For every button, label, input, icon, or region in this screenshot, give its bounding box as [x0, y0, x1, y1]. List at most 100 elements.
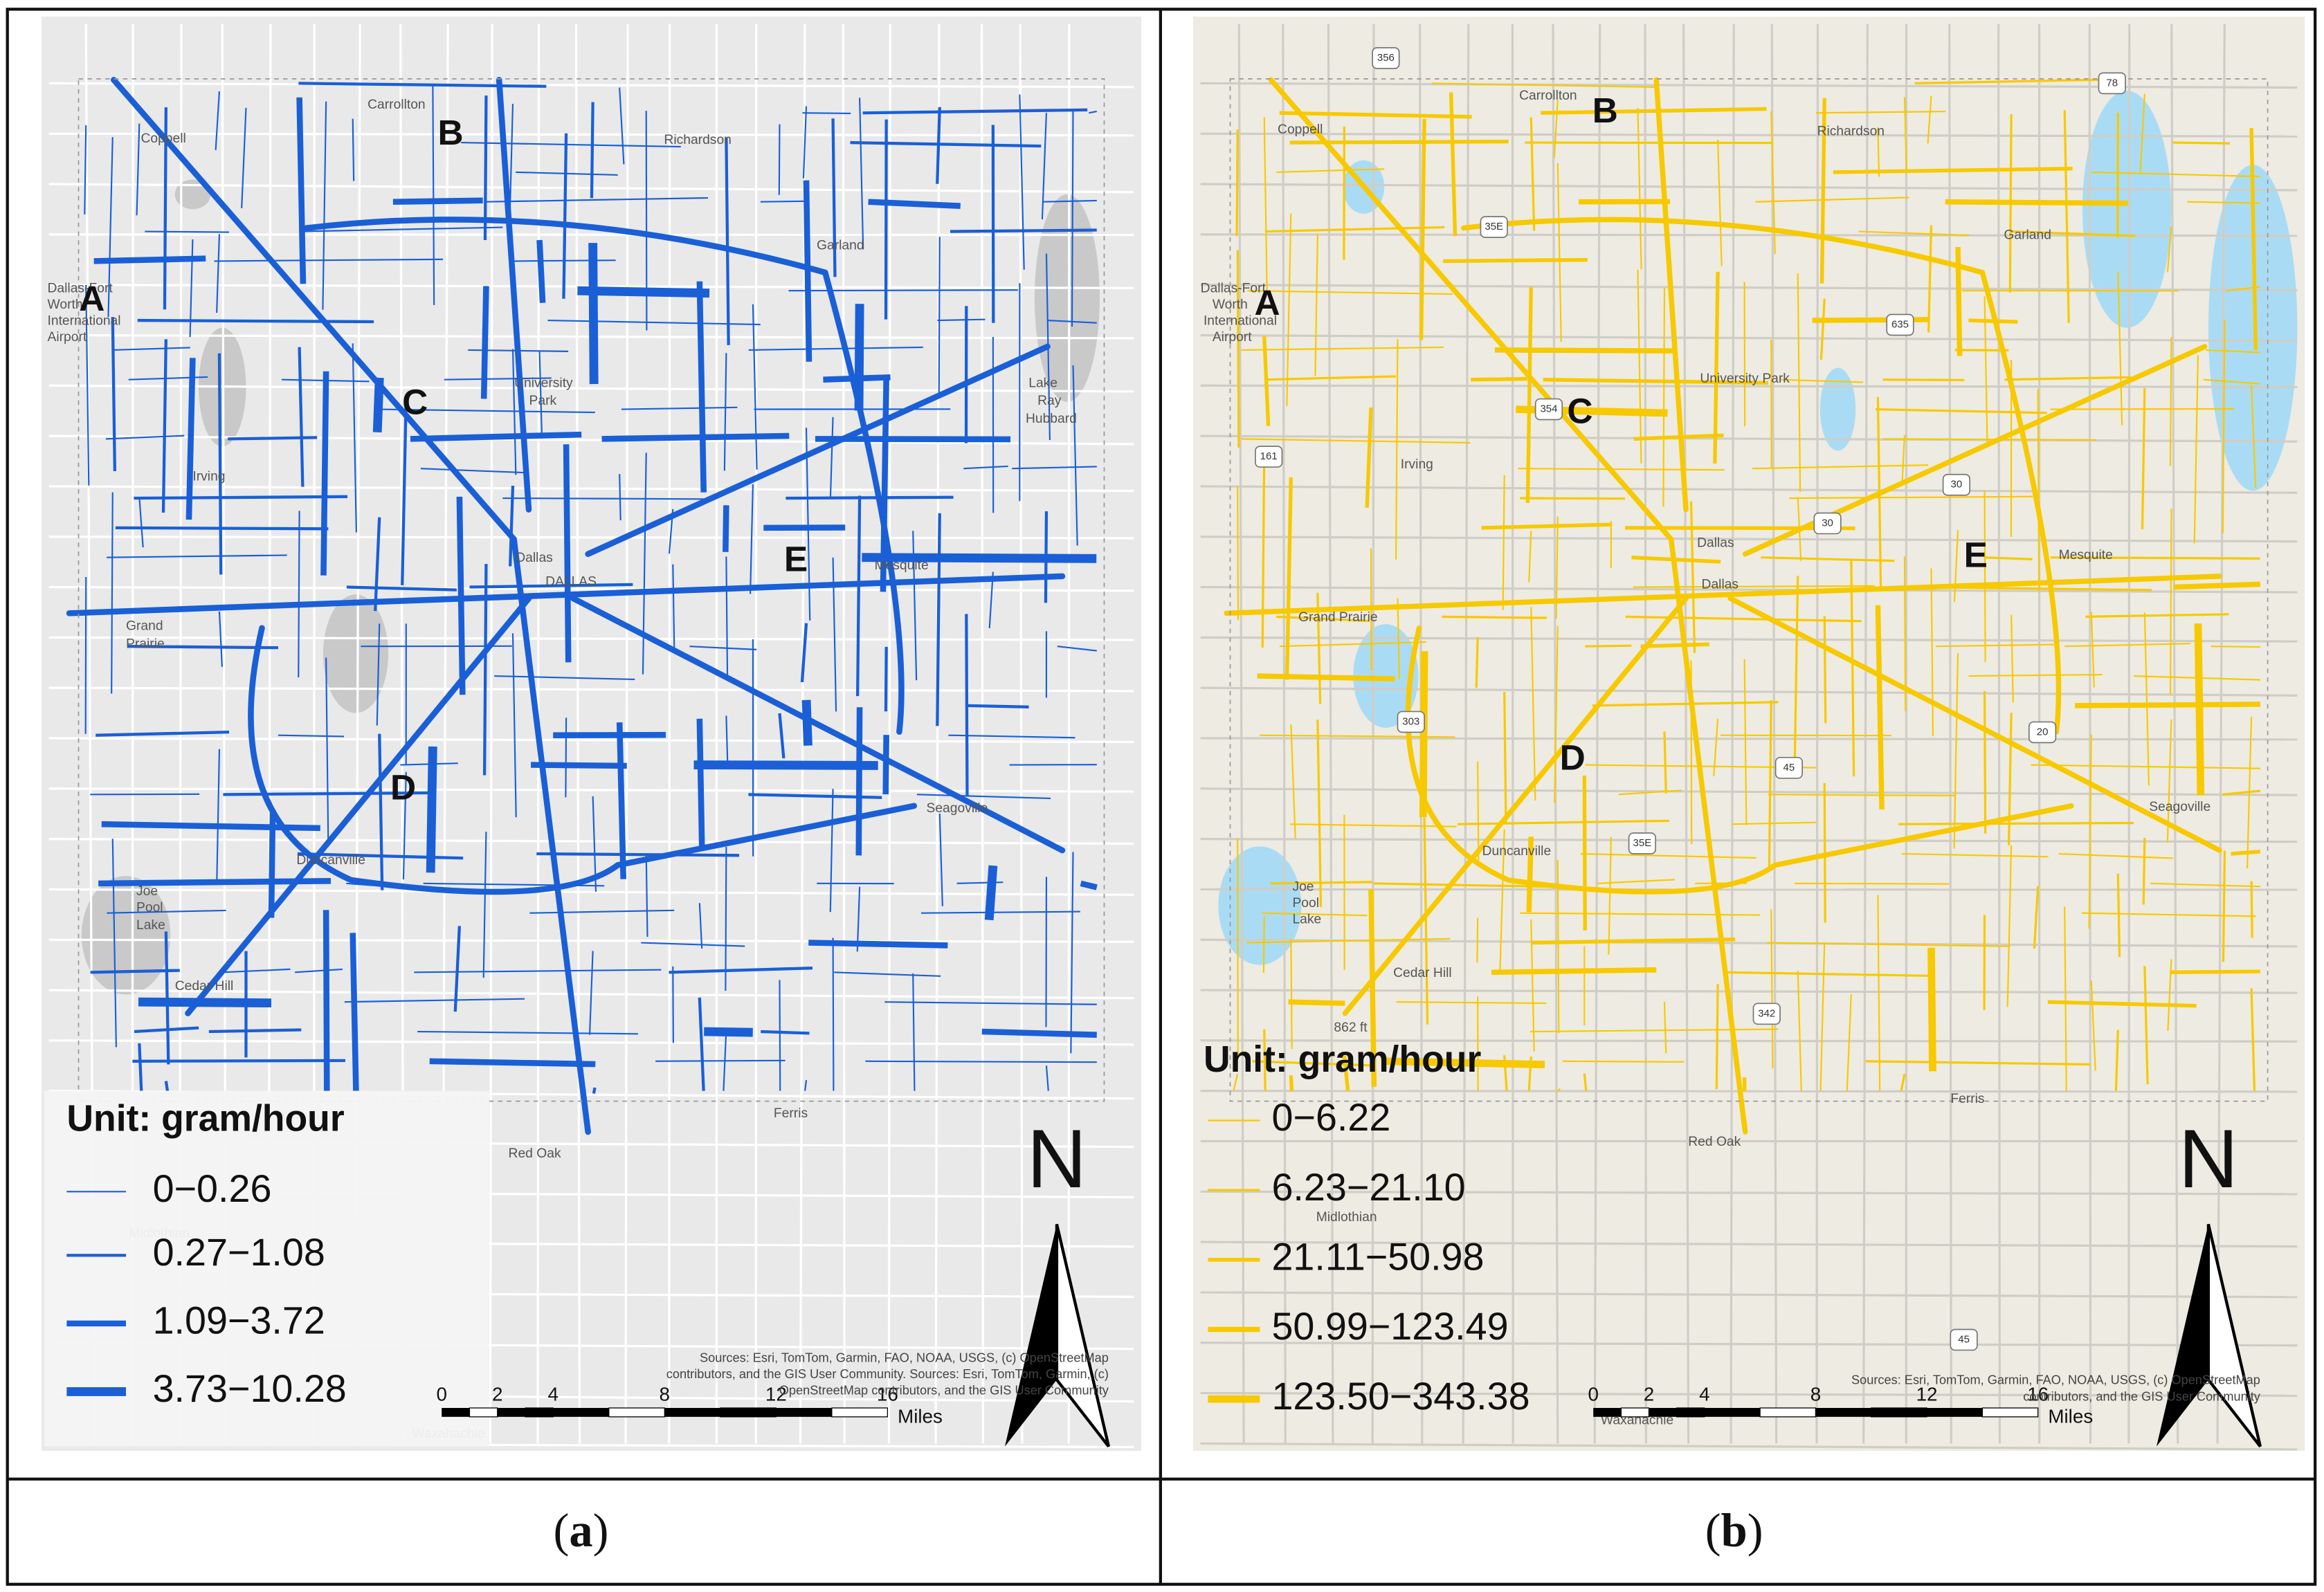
road-segment [823, 374, 891, 383]
road-segment [2170, 969, 2260, 975]
road-segment [1520, 497, 1625, 500]
scale-label: 0 [1588, 1383, 1598, 1405]
road-segment [601, 432, 790, 442]
road-segment [1237, 838, 1239, 1056]
road-segment [298, 511, 300, 678]
place-label: Mesquite [2059, 548, 2113, 562]
place-label: Airport [1213, 330, 1252, 345]
road-segment [669, 967, 813, 974]
road-segment [884, 646, 888, 712]
route-shield [1397, 711, 1425, 733]
place-label: DALLAS [545, 574, 597, 589]
road-segment [1395, 339, 1399, 560]
road-segment [215, 91, 221, 150]
base-road [1200, 686, 2298, 697]
base-road [799, 24, 806, 1444]
scale-segment [831, 1407, 889, 1418]
road-segment [281, 378, 370, 383]
road-segment [93, 255, 206, 264]
road-segment [1927, 947, 1936, 1072]
freeway [1268, 77, 1748, 1135]
road-segment [323, 910, 330, 1091]
road-segment [453, 926, 462, 1012]
road-segment [1442, 615, 1547, 619]
route-shield [1480, 216, 1508, 238]
route-shield [1628, 832, 1657, 854]
base-road [1237, 24, 1245, 1444]
road-segment [1494, 347, 1676, 354]
base-road [1997, 24, 2001, 1444]
road-segment [1457, 819, 1669, 825]
road-segment [137, 318, 374, 324]
road-segment [1286, 213, 1292, 406]
base-road [48, 737, 1134, 744]
road-segment [2010, 614, 2014, 703]
place-label: Lake [136, 918, 165, 933]
road-segment [531, 762, 627, 769]
road-segment [2205, 349, 2260, 354]
road-segment [223, 968, 291, 973]
road-segment [1471, 376, 1527, 382]
place-label: Mesquite [875, 558, 929, 573]
road-segment [800, 623, 808, 683]
scale-label: 16 [2027, 1383, 2049, 1405]
road-segment [414, 969, 662, 973]
north-label: N [1027, 1113, 1087, 1205]
base-road [48, 434, 1134, 446]
road-segment [1903, 97, 1907, 173]
scale-unit: Miles [2048, 1405, 2093, 1427]
road-segment [1833, 167, 2073, 174]
scale-label: 2 [492, 1383, 502, 1405]
road-segment [223, 791, 431, 796]
place-label: Richardson [1817, 124, 1885, 138]
road-segment [164, 1081, 170, 1091]
road-segment [1257, 673, 1395, 681]
road-segment [2222, 320, 2226, 533]
road-segment [2063, 110, 2070, 323]
place-label: International [48, 313, 121, 328]
road-segment [565, 717, 568, 798]
road-segment [1983, 556, 2033, 560]
base-road [1200, 636, 2298, 643]
road-segment [469, 583, 633, 589]
base-road [48, 686, 1134, 693]
road-segment [107, 909, 226, 914]
base-road [489, 24, 493, 1444]
north-arrow-right [2206, 1223, 2262, 1447]
place-label: Pool [136, 901, 163, 915]
road-segment [1713, 271, 1720, 464]
road-segment [1276, 168, 1385, 173]
road-segment [2203, 378, 2260, 385]
road-segment [1954, 349, 2009, 351]
road-segment [1241, 438, 1471, 444]
scale-segment [1649, 1407, 1677, 1417]
road-segment [884, 119, 888, 320]
source-text: OpenStreetMap contributors, and the GIS … [779, 1384, 1109, 1398]
road-segment [1531, 937, 1736, 945]
legend-label: 21.11−50.98 [1271, 1236, 1484, 1279]
legend-label: 1.09−3.72 [153, 1299, 325, 1342]
road-segment [1263, 1029, 1267, 1091]
road-segment [378, 733, 384, 890]
base-road [48, 938, 1134, 943]
road-segment [884, 1001, 1097, 1005]
road-segment [107, 554, 287, 558]
route-shield [1886, 313, 1914, 336]
road-segment [1618, 789, 1682, 796]
road-segment [1530, 1028, 1779, 1033]
area-label: E [784, 539, 808, 579]
road-segment [2114, 1030, 2119, 1091]
road-segment [241, 107, 247, 208]
road-segment [1717, 140, 1723, 266]
road-segment [400, 762, 458, 766]
road-segment [1983, 491, 1986, 662]
base-road [1682, 24, 1690, 1444]
route-number: 35E [1485, 221, 1503, 232]
place-label: Carrollton [367, 98, 426, 112]
road-segment [536, 852, 740, 857]
road-segment [482, 832, 487, 978]
scale-segment [1676, 1407, 1705, 1418]
road-segment [298, 347, 305, 487]
place-label: Seagoville [2149, 800, 2210, 814]
road-segment [621, 406, 738, 410]
